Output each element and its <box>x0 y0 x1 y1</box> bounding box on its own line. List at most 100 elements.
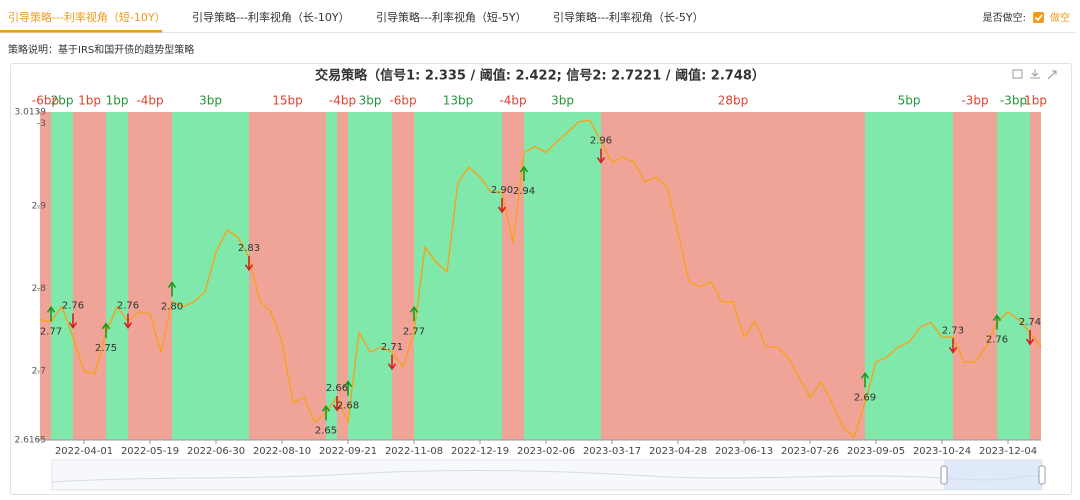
region-label: -3bp <box>1000 94 1027 108</box>
toolbox <box>1012 69 1057 80</box>
x-tick-label: 2022-11-08 <box>385 446 443 457</box>
signal-region <box>51 112 73 440</box>
region-label: 15bp <box>272 94 303 108</box>
x-tick-label: 2023-04-28 <box>649 446 707 457</box>
signal-arrow <box>343 380 353 396</box>
x-tick-label: 2023-03-17 <box>583 446 641 457</box>
x-tick-label: 2023-06-13 <box>715 446 773 457</box>
zoom-window[interactable] <box>944 460 1042 490</box>
signal-region <box>502 112 524 440</box>
signal-region <box>997 112 1030 440</box>
tab[interactable]: 引导策略---利率视角（长-5Y） <box>553 10 704 24</box>
tab[interactable]: 引导策略---利率视角（长-10Y） <box>192 10 350 24</box>
region-label: 13bp <box>443 94 474 108</box>
signal-region <box>953 112 997 440</box>
signal-label: 2.94 <box>513 186 535 197</box>
signal-arrow <box>409 305 419 322</box>
signal-label: 2.69 <box>854 392 876 403</box>
signal-label: 2.66 <box>326 383 348 394</box>
region-label: -4bp <box>499 94 526 108</box>
price-line <box>39 119 1042 439</box>
signal-region <box>524 112 601 440</box>
signal-region <box>348 112 392 440</box>
zoom-handle[interactable] <box>1038 465 1046 485</box>
signal-label: 2.74 <box>1019 317 1041 328</box>
region-label: 3bp <box>359 94 382 108</box>
short-checkbox[interactable] <box>1033 12 1044 23</box>
region-label: -6bp <box>389 94 416 108</box>
zoom-handle[interactable] <box>940 465 948 485</box>
signal-arrow <box>1025 330 1035 346</box>
x-tick-label: 2022-12-19 <box>451 446 509 457</box>
tab[interactable]: 引导策略---利率视角（短-5Y） <box>376 10 527 24</box>
toolbox-save[interactable] <box>1030 69 1040 79</box>
region-label: 3bp <box>551 94 574 108</box>
signal-region <box>106 112 128 440</box>
region-label: 1bp <box>106 94 129 108</box>
signal-label: 2.68 <box>337 401 359 412</box>
y-tick-label: 2.6165 <box>15 436 47 446</box>
y-tick-label: 3 <box>40 119 46 129</box>
signal-label: 2.80 <box>161 302 183 313</box>
signal-region <box>392 112 414 440</box>
signal-label: 2.76 <box>62 301 84 312</box>
signal-arrow <box>123 313 133 329</box>
signal-arrow <box>244 255 254 272</box>
active-tab-underline <box>0 30 162 33</box>
toolbox-zoom[interactable] <box>1047 70 1057 80</box>
signal-label: 2.83 <box>238 243 260 254</box>
signal-region <box>40 112 51 440</box>
x-tick-label: 2023-02-06 <box>517 446 575 457</box>
signal-region <box>249 112 326 440</box>
signal-region <box>414 112 502 440</box>
signal-arrow <box>519 165 529 181</box>
signal-arrow <box>596 148 606 164</box>
x-tick-label: 2022-06-30 <box>187 446 245 457</box>
x-tick-label: 2023-10-24 <box>913 446 971 457</box>
region-label: -6bp <box>32 94 59 108</box>
chart-panel <box>10 63 1072 495</box>
signal-arrow <box>46 305 56 322</box>
tab-bar: 引导策略---利率视角（短-10Y） 引导策略---利率视角（长-10Y） 引导策略… <box>8 10 704 24</box>
x-tick-label: 2023-12-04 <box>979 446 1037 457</box>
signal-label: 2.65 <box>315 425 337 436</box>
description: 策略说明：基于IRS和国开债的趋势型策略 <box>8 43 194 56</box>
region-label: -3bp <box>961 94 988 108</box>
x-tick-label: 2022-08-10 <box>253 446 311 457</box>
zoom-slider[interactable] <box>51 459 1043 491</box>
short-toggle-option[interactable]: 做空 <box>1050 11 1070 24</box>
signal-label: 2.96 <box>590 135 612 146</box>
region-label: -4bp <box>136 94 163 108</box>
signal-label: 2.73 <box>942 325 964 336</box>
toolbox-view[interactable] <box>1012 69 1023 79</box>
signal-label: 2.76 <box>117 301 139 312</box>
x-tick-label: 2022-05-19 <box>121 446 179 457</box>
tab[interactable]: 引导策略---利率视角（短-10Y） <box>8 10 166 24</box>
short-toggle-label: 是否做空: <box>983 11 1026 24</box>
signal-label: 2.77 <box>403 326 425 337</box>
signal-region <box>865 112 953 440</box>
y-tick-label: 2.7 <box>32 367 46 377</box>
x-tick-label: 2023-07-26 <box>781 446 839 457</box>
region-label: 2bp <box>51 94 74 108</box>
y-tick-label: 2.9 <box>32 202 47 212</box>
signal-arrow <box>387 354 397 371</box>
signal-label: 2.90 <box>491 185 513 196</box>
x-tick-label: 2022-04-01 <box>55 446 113 457</box>
signal-label: 2.75 <box>95 343 117 354</box>
signal-region <box>326 112 337 440</box>
signal-arrow <box>68 313 78 329</box>
signal-region <box>601 112 865 440</box>
signal-region <box>128 112 172 440</box>
region-label: 1bp <box>1024 94 1047 108</box>
x-tick-label: 2023-09-05 <box>847 446 905 457</box>
checkbox-tick <box>1034 14 1043 22</box>
signal-arrow <box>497 198 507 214</box>
signal-region <box>337 112 348 440</box>
signal-region <box>1030 112 1041 440</box>
signal-arrow <box>948 338 958 354</box>
signal-arrow <box>101 322 111 338</box>
signal-label: 2.71 <box>381 342 403 353</box>
